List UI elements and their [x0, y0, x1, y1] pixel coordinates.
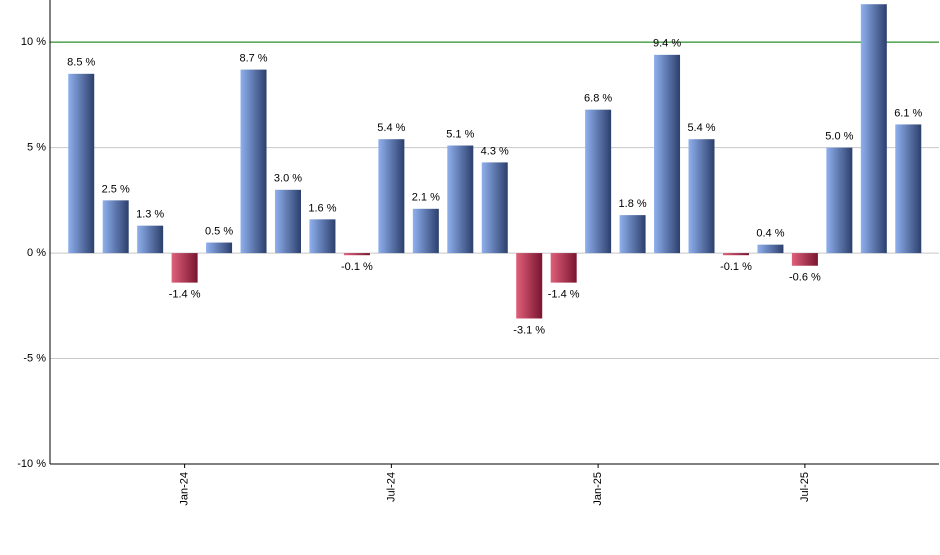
- bar: [826, 147, 853, 254]
- value-label: 5.1 %: [446, 128, 474, 140]
- bar: [447, 145, 474, 254]
- x-tick-label: Jul-25: [799, 472, 811, 502]
- bar: [412, 208, 439, 254]
- bar: [378, 139, 405, 254]
- bar: [722, 253, 749, 256]
- value-label: -1.4 %: [169, 289, 201, 301]
- y-tick-label: -5 %: [23, 352, 46, 364]
- y-tick-label: 5 %: [27, 142, 46, 154]
- bar: [585, 109, 612, 254]
- bar: [274, 189, 301, 254]
- bar: [791, 253, 818, 266]
- bar: [757, 244, 784, 254]
- value-label: -0.1 %: [341, 261, 373, 273]
- value-label: 5.4 %: [377, 122, 405, 134]
- x-tick-label: Jul-24: [385, 472, 397, 502]
- value-label: 2.5 %: [102, 183, 130, 195]
- value-label: 8.7 %: [239, 53, 267, 65]
- value-label: 0.4 %: [756, 228, 784, 240]
- bar: [619, 215, 646, 254]
- value-label: -0.6 %: [789, 272, 821, 284]
- value-label: 1.3 %: [136, 209, 164, 221]
- y-tick-label: 10 %: [21, 36, 46, 48]
- y-tick-label: 0 %: [27, 247, 46, 259]
- bar: [688, 139, 715, 254]
- value-label: 1.8 %: [619, 198, 647, 210]
- bar: [654, 54, 681, 254]
- value-label: -3.1 %: [513, 324, 545, 336]
- bar: [343, 253, 370, 256]
- bar: [102, 200, 129, 254]
- x-tick-label: Jan-24: [179, 472, 191, 506]
- value-label: 6.8 %: [584, 93, 612, 105]
- value-label: -0.1 %: [720, 261, 752, 273]
- bar: [240, 69, 267, 254]
- value-label: 2.1 %: [412, 192, 440, 204]
- value-label: 4.3 %: [481, 145, 509, 157]
- value-label: 1.6 %: [308, 202, 336, 214]
- y-tick-label: -10 %: [17, 458, 46, 470]
- value-label: 5.0 %: [825, 131, 853, 143]
- value-label: 3.0 %: [274, 173, 302, 185]
- bar: [206, 242, 233, 254]
- value-label: 9.4 %: [653, 38, 681, 50]
- bar: [68, 73, 95, 254]
- bar: [516, 253, 543, 319]
- value-label: -1.4 %: [548, 289, 580, 301]
- value-label: 8.5 %: [67, 57, 95, 69]
- value-label: 5.4 %: [687, 122, 715, 134]
- value-label: 6.1 %: [894, 107, 922, 119]
- bar: [481, 162, 508, 254]
- bar: [550, 253, 577, 283]
- bar: [860, 4, 887, 254]
- bar: [137, 225, 164, 254]
- bar: [171, 253, 198, 283]
- value-label: 0.5 %: [205, 225, 233, 237]
- x-tick-label: Jan-25: [592, 472, 604, 506]
- bar: [895, 124, 922, 254]
- bar: [309, 219, 336, 254]
